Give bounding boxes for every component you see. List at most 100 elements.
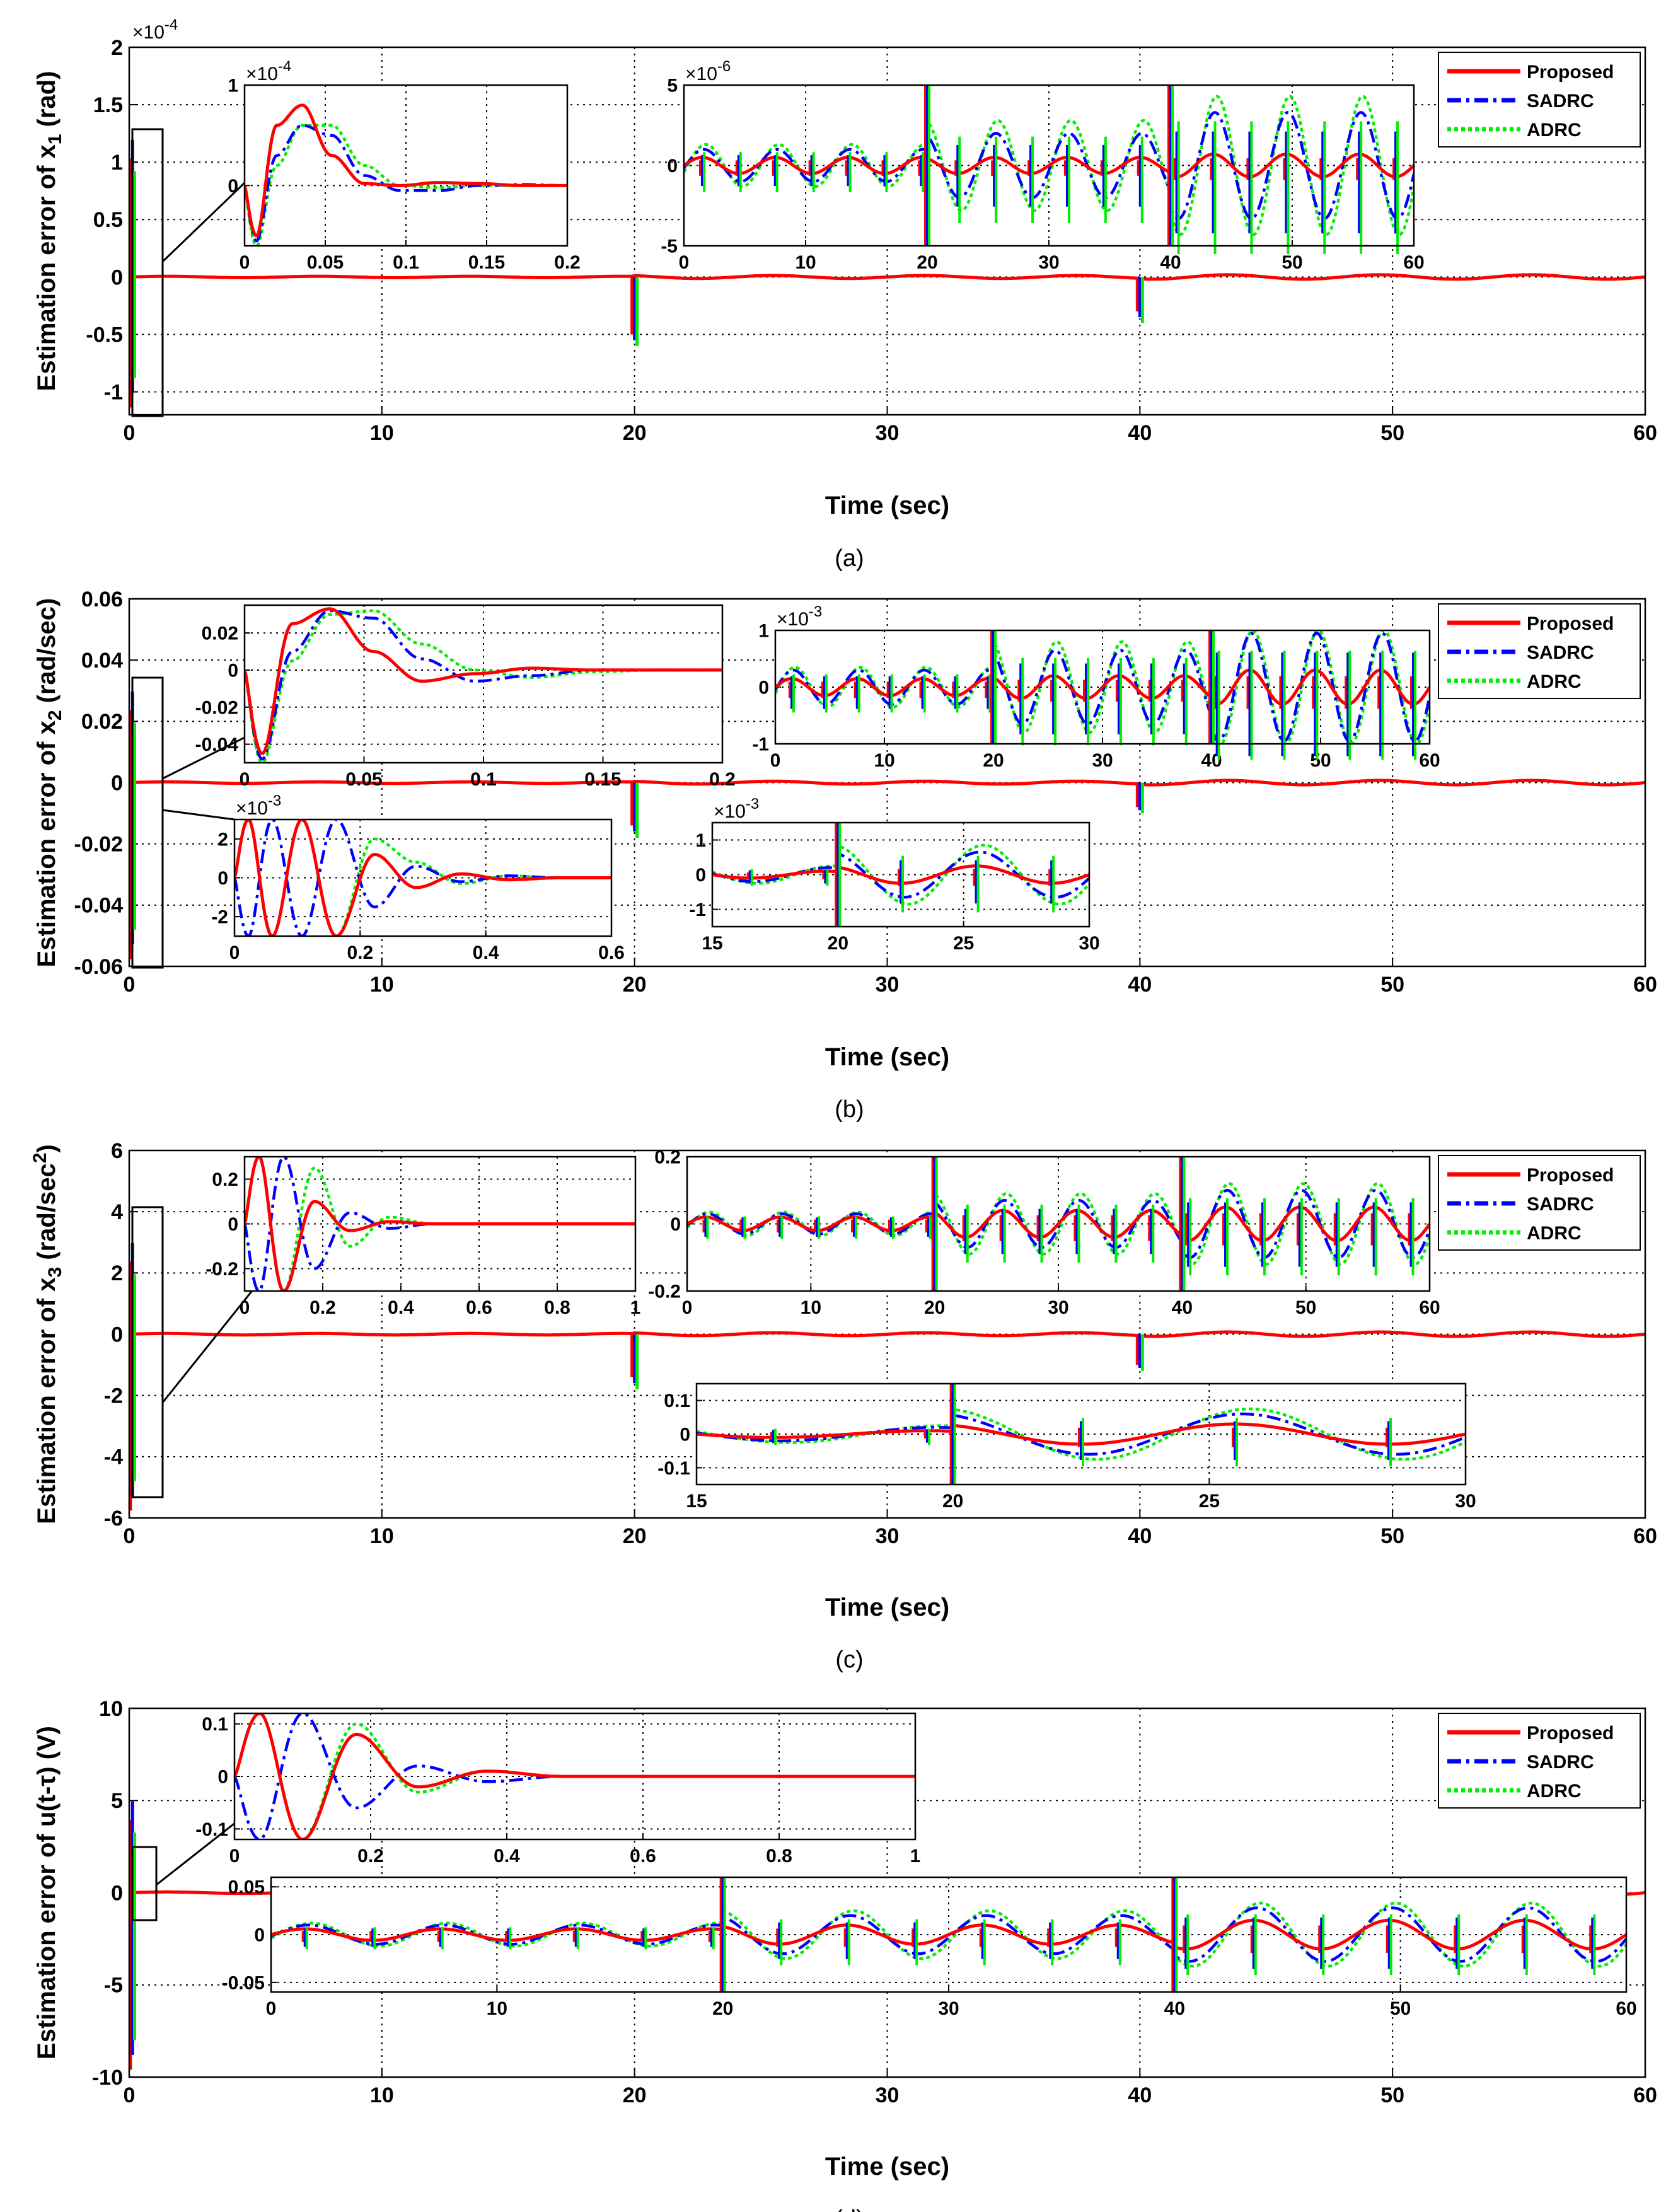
panel-b-ytick-label: -0.04 xyxy=(74,894,124,918)
panel-d-inset-2-series-proposed xyxy=(271,1918,1626,1951)
panel-b: 0 10 20 30 40 50 60-0.06-0.04-0.0200.020.040.0… xyxy=(33,588,1657,1123)
panel-c-inset-1-xtick-label: 0.2 xyxy=(310,1297,336,1318)
panel-a-main-series-proposed xyxy=(129,273,1645,281)
panel-b-inset-3-series-proposed xyxy=(234,819,611,936)
panel-a-ylabel: Estimation error of x1 (rad) xyxy=(33,71,66,391)
panel-d-inset-1-xtick-label: 0 xyxy=(229,1846,240,1867)
panel-b-inset-2-xtick-label: 0 xyxy=(770,750,781,771)
panel-b-legend-box xyxy=(1438,603,1641,699)
panel-a-xtick-label: 0 xyxy=(124,421,136,445)
panel-a-ytick-label: 0.5 xyxy=(93,208,123,232)
panel-d-inset-2-ytick-label: 0 xyxy=(254,1925,265,1946)
panel-d-panel-label: (d) xyxy=(835,2206,864,2212)
panel-b-ytick-label: 0.06 xyxy=(81,588,123,611)
panel-a-frame xyxy=(128,46,1646,416)
panel-a-inset-2-xtick-label: 50 xyxy=(1282,252,1302,273)
panel-c-inset-2-series-sadrc xyxy=(687,1189,1430,1259)
panel-c-inset-3-series-sadrc xyxy=(697,1412,1466,1456)
panel-a-xtick-label: 30 xyxy=(876,421,900,445)
panel-a-legend-label-proposed: Proposed xyxy=(1527,62,1614,83)
panel-c-xtick-label: 60 xyxy=(1633,1524,1657,1548)
panel-b-inset-1-xtick-label: 0.2 xyxy=(709,769,736,790)
panel-d-inset-2-xtick-label: 20 xyxy=(712,1998,733,2019)
panel-b-zoom-connector xyxy=(162,809,235,821)
panel-c-frame xyxy=(128,1149,1646,1519)
panel-a-exponent: ×10-4 xyxy=(132,16,178,43)
panel-a-inset-2-series-sadrc xyxy=(684,111,1414,220)
panel-a-zoom-rect xyxy=(131,128,164,417)
panel-c-inset-1-xtick-label: 0.6 xyxy=(466,1297,492,1318)
panel-b-xtick-label: 0 xyxy=(124,973,136,997)
panel-b-xlabel: Time (sec) xyxy=(825,1043,949,1071)
panel-c-inset-2-series-adrc xyxy=(687,1182,1430,1266)
panel-c-inset-1-xtick-label: 0 xyxy=(240,1297,250,1318)
panel-c-ytick-label: 6 xyxy=(111,1139,123,1163)
panel-b-main-series-proposed xyxy=(129,779,1645,787)
panel-a-inset-2-ytick-label: 0 xyxy=(667,156,678,177)
panel-d: 0 10 20 30 40 50 60 -10 -5 0 5 10 0 0.2 0.4 0.6 0.8 1 -0.1… xyxy=(33,1697,1657,2212)
panel-b-inset-3: 0 0.2 0.4 0.6-202×10-3 xyxy=(211,792,625,963)
panel-b-inset-3-exponent: ×10-3 xyxy=(236,792,281,819)
panel-b-inset-1-ytick-label: 0.02 xyxy=(202,623,238,644)
panel-b-inset-4: 15 20 25 30 -1 0 1 ×10-3 xyxy=(689,796,1099,954)
panel-c-inset-3-xtick-label: 25 xyxy=(1199,1491,1220,1512)
panel-a-inset-1-series-proposed xyxy=(245,103,567,238)
panel-a-inset-2-xtick-label: 20 xyxy=(917,252,937,273)
panel-c-inset-1-ytick-label: 0.2 xyxy=(212,1169,238,1190)
panel-b-xtick-label: 20 xyxy=(623,973,647,997)
panel-b-inset-1-frame xyxy=(243,604,724,764)
panel-a-ytick-label: 1 xyxy=(111,151,123,175)
panel-a-xlabel: Time (sec) xyxy=(825,492,949,519)
panel-c-ytick-label: 0 xyxy=(111,1323,123,1346)
panel-a-legend-box xyxy=(1438,52,1641,148)
panel-d-inset-1-xtick-label: 1 xyxy=(910,1846,921,1867)
panel-a-inset-1-xtick-label: 0.15 xyxy=(468,252,505,273)
panel-a-legend: Proposed SADRC ADRC xyxy=(1438,52,1641,148)
panel-b-inset-2-series-sadrc xyxy=(775,632,1430,743)
panel-b-inset-3-xtick-label: 0 xyxy=(229,942,240,963)
panel-d-inset-2-series-adrc xyxy=(271,1901,1626,1968)
panel-a-ytick-label: 2 xyxy=(111,36,123,60)
panel-c-inset-2-xtick-label: 10 xyxy=(801,1297,821,1318)
panel-b-xtick-label: 60 xyxy=(1633,973,1657,997)
panel-b-xtick-label: 50 xyxy=(1380,973,1404,997)
panel-c-ytick-label: -2 xyxy=(104,1384,123,1408)
panel-d-legend-label-proposed: Proposed xyxy=(1527,1723,1614,1744)
panel-b-inset-2-ytick-label: -1 xyxy=(752,734,769,755)
panel-b-inset-2-series-proposed xyxy=(775,668,1430,706)
panel-c-inset-2-xtick-label: 60 xyxy=(1419,1297,1440,1318)
panel-b-ylabel: Estimation error of x2 (rad/sec) xyxy=(33,598,66,968)
panel-a-inset-2-xtick-label: 40 xyxy=(1160,252,1181,273)
panel-b-inset-2-xtick-label: 50 xyxy=(1310,750,1331,771)
panel-b-ytick-label: 0 xyxy=(111,771,123,795)
panel-c-ytick-label: 2 xyxy=(111,1261,123,1285)
panel-c-panel-label: (c) xyxy=(835,1647,863,1673)
panel-b-zoom-connector xyxy=(162,736,245,780)
panel-a-inset-1-xtick-label: 0 xyxy=(240,252,250,273)
panel-c-inset-2: 0 10 20 30 40 50 60-0.200.2 xyxy=(648,1147,1440,1319)
panel-b-inset-2: 0 10 20 30 40 50 60-101×10-3 xyxy=(752,603,1440,771)
panel-d-xtick-label: 30 xyxy=(876,2083,900,2107)
panel-c-ylabel: Estimation error of x3 (rad/sec2) xyxy=(30,1144,66,1524)
panel-b-inset-4-xtick-label: 15 xyxy=(702,933,722,954)
panel-a-inset-2-exponent: ×10-6 xyxy=(685,58,731,84)
panel-b-xtick-label: 40 xyxy=(1128,973,1152,997)
panel-d-inset-2-xtick-label: 40 xyxy=(1164,1998,1185,2019)
panel-d-inset-2-ytick-label: -0.05 xyxy=(222,1972,265,1993)
panel-c-inset-3: 15 20 25 30 -0.1 0 0.1 xyxy=(657,1382,1476,1512)
panel-c-zoom-rect xyxy=(131,1206,164,1498)
panel-d-inset-2-frame xyxy=(270,1876,1628,1993)
panel-d-inset-1-xtick-label: 0.2 xyxy=(357,1846,384,1867)
panel-c-inset-1-ytick-label: 0 xyxy=(228,1214,238,1235)
panel-d-inset-1-ytick-label: -0.1 xyxy=(195,1819,228,1840)
panel-a-inset-2-ytick-label: 5 xyxy=(667,76,678,96)
panel-d-xlabel: Time (sec) xyxy=(825,2153,949,2180)
panel-b-inset-3-xtick-label: 0.2 xyxy=(347,942,373,963)
panel-a-inset-2-xtick-label: 30 xyxy=(1038,252,1059,273)
panel-a-ytick-label: -0.5 xyxy=(86,323,123,347)
panel-a-inset-2-xtick-label: 10 xyxy=(795,252,816,273)
panel-b-legend-label-proposed: Proposed xyxy=(1527,613,1614,634)
panel-c-legend-label-sadrc: SADRC xyxy=(1527,1194,1594,1215)
panel-d-zoom-rect xyxy=(131,1846,158,1921)
panel-d-xtick-label: 10 xyxy=(370,2083,394,2107)
